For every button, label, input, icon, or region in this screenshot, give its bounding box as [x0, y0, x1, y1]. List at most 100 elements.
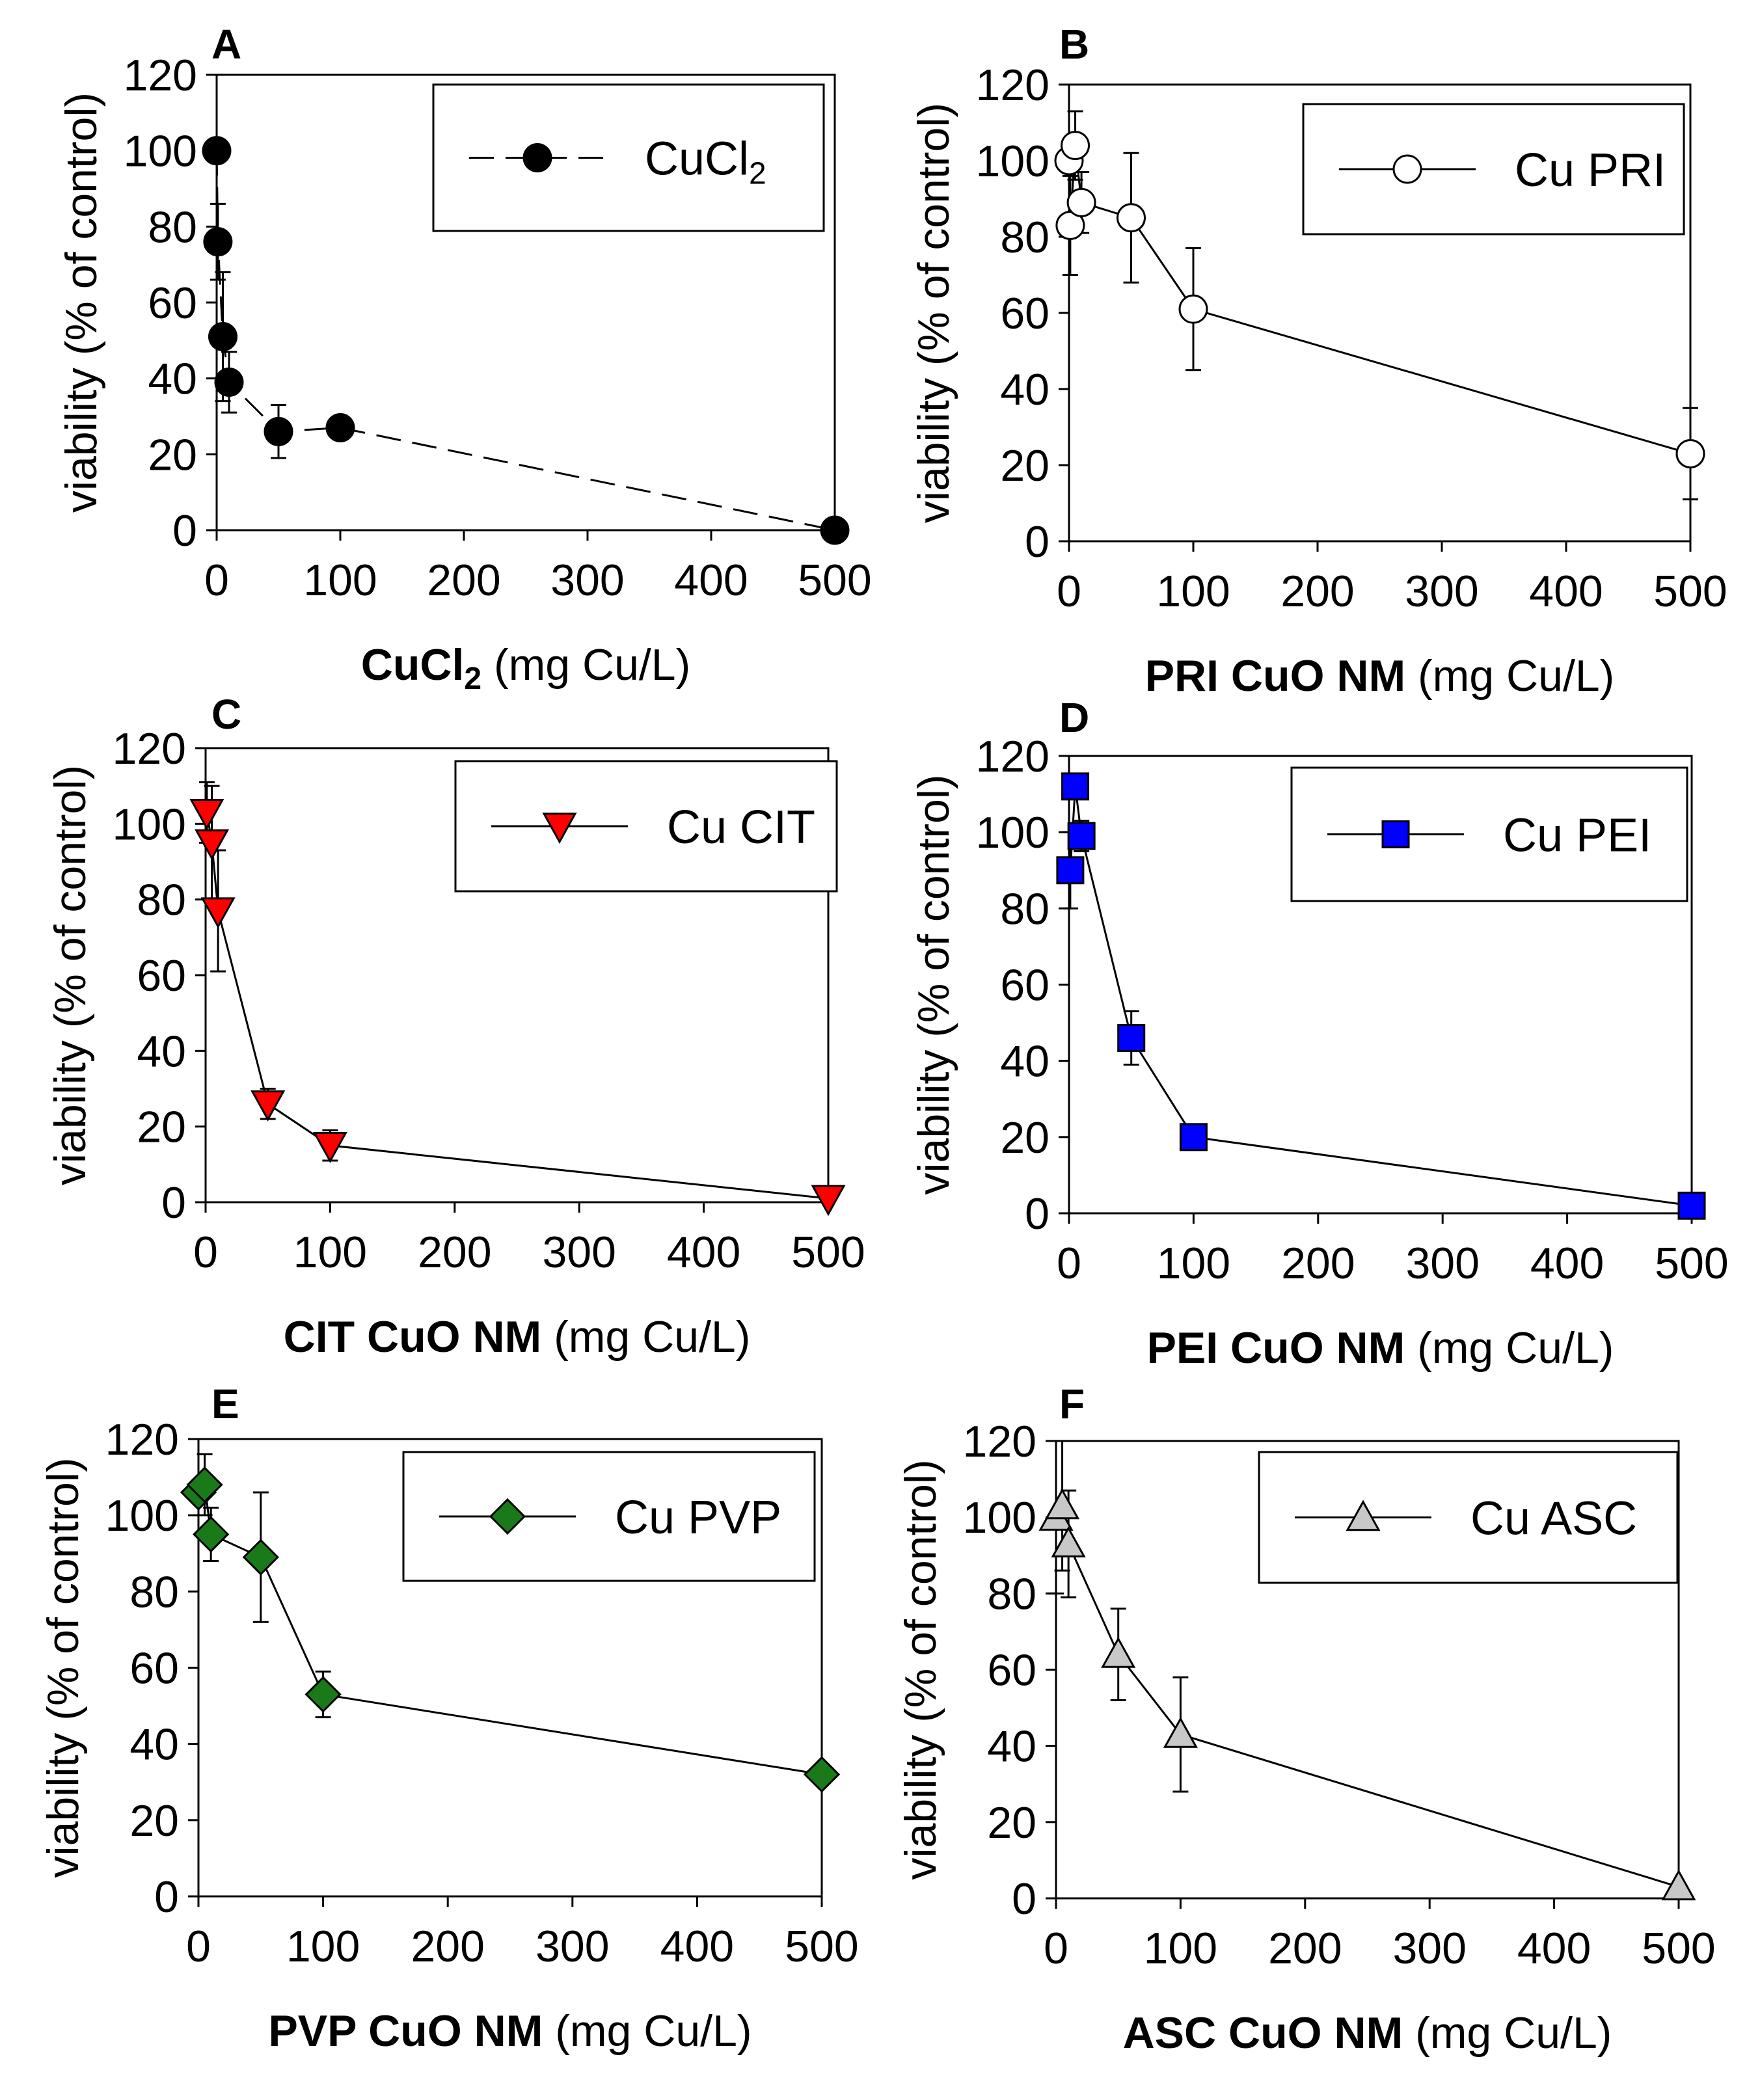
x-axis-label-sub: 2 [464, 662, 481, 696]
x-tick-label: 200 [1281, 1239, 1355, 1288]
data-point [325, 413, 355, 442]
x-tick-label: 300 [542, 1228, 616, 1277]
y-axis-label: viability (% of control) [38, 1457, 88, 1878]
y-tick-label: 60 [148, 278, 197, 328]
data-point [1056, 856, 1085, 885]
data-point [1117, 1024, 1146, 1053]
x-tick-label: 400 [1530, 1239, 1604, 1288]
panel-label: B [1059, 21, 1089, 68]
x-tick-label: 100 [286, 1922, 360, 1971]
data-point [811, 1185, 846, 1217]
legend-text: Cu CIT [667, 801, 815, 854]
y-tick-label: 0 [1025, 1189, 1050, 1239]
x-tick-label: 300 [550, 556, 624, 605]
data-point [251, 1090, 286, 1122]
y-axis-label: viability (% of control) [909, 103, 958, 523]
x-axis-label-bold: PRI CuO NM [1145, 651, 1405, 701]
panel-label: C [211, 691, 241, 738]
legend-box [432, 83, 825, 232]
legend-label: Cu PRI [1515, 144, 1666, 196]
data-point [820, 515, 850, 545]
y-tick-label: 80 [148, 202, 197, 252]
y-tick-label: 20 [129, 1796, 179, 1846]
data-point [1067, 822, 1096, 850]
x-tick-label: 500 [1642, 1924, 1715, 1973]
legend-label: Cu CIT [667, 801, 815, 854]
x-axis-label-units: (mg Cu/L) [1405, 1323, 1614, 1373]
legend-marker [542, 813, 577, 844]
legend-marker [489, 1498, 526, 1535]
y-axis-label: viability (% of control) [896, 1459, 945, 1879]
x-axis-label-units: (mg Cu/L) [541, 1312, 750, 1362]
y-tick-label: 120 [963, 1417, 1036, 1466]
y-tick-label: 120 [976, 61, 1050, 110]
x-tick-label: 500 [1653, 567, 1727, 616]
x-tick-label: 500 [798, 556, 871, 605]
x-tick-label: 0 [1057, 1239, 1081, 1288]
y-tick-label: 60 [1000, 961, 1050, 1010]
y-tick-label: 20 [987, 1798, 1036, 1848]
data-point [193, 1516, 230, 1553]
y-tick-label: 100 [113, 800, 186, 849]
data-point [264, 416, 293, 446]
chart-panel-a: A 0 20 40 60 80 100 120 0 100 200 300 400 500 viabilit… [57, 21, 872, 696]
x-axis-label: PEI CuO NM (mg Cu/L) [1147, 1323, 1614, 1373]
data-point [1163, 1717, 1198, 1748]
x-axis-label-units: (mg Cu/L) [1403, 2008, 1612, 2058]
data-point [195, 829, 230, 861]
x-tick-label: 100 [303, 556, 377, 605]
y-tick-label: 40 [1000, 365, 1050, 414]
x-tick-label: 500 [791, 1228, 865, 1277]
x-tick-label: 200 [1268, 1924, 1342, 1973]
y-tick-label: 60 [1000, 289, 1050, 338]
data-point [1061, 131, 1090, 161]
data-point [202, 136, 232, 166]
x-axis-label-bold: PEI CuO NM [1147, 1323, 1405, 1373]
data-point [242, 1539, 279, 1576]
data-point [1066, 187, 1096, 217]
legend-text: Cu PEI [1503, 810, 1651, 862]
data-point [1178, 294, 1208, 324]
x-axis-label-units: (mg Cu/L) [543, 2006, 752, 2056]
y-axis-label: viability (% of control) [909, 774, 958, 1194]
x-tick-label: 0 [204, 556, 229, 605]
y-tick-label: 80 [129, 1567, 179, 1617]
x-tick-label: 200 [418, 1228, 491, 1277]
x-tick-label: 400 [660, 1922, 734, 1971]
x-tick-label: 0 [193, 1228, 218, 1277]
data-point [1051, 1526, 1086, 1557]
x-tick-label: 100 [1156, 567, 1230, 616]
x-axis-label-units: (mg Cu/L) [481, 640, 690, 690]
data-point [1101, 1636, 1136, 1668]
legend-text: Cu PRI [1515, 144, 1666, 196]
x-axis-label: ASC CuO NM (mg Cu/L) [1123, 2008, 1612, 2058]
data-point [312, 1132, 347, 1163]
data-point [1675, 438, 1705, 468]
x-tick-label: 300 [1405, 1239, 1479, 1288]
x-axis-label: PVP CuO NM (mg Cu/L) [268, 2006, 752, 2056]
y-tick-label: 120 [105, 1415, 179, 1464]
chart-panel-d: D 0 20 40 60 80 100 120 0 100 200 300 400 500 viabilit… [909, 694, 1729, 1373]
legend-marker [1381, 820, 1410, 848]
y-tick-label: 80 [987, 1569, 1036, 1619]
data-point [1661, 1869, 1696, 1901]
chart-panel-b: B 0 20 40 60 80 100 120 0 100 200 300 400 500 viabilit… [909, 21, 1727, 701]
data-point [214, 368, 244, 397]
y-tick-label: 120 [124, 51, 197, 100]
data-point [1061, 772, 1090, 801]
y-tick-label: 60 [129, 1644, 179, 1693]
panel-label: A [211, 21, 241, 68]
x-tick-label: 400 [1517, 1924, 1591, 1973]
y-tick-label: 100 [105, 1491, 179, 1541]
x-tick-label: 400 [674, 556, 748, 605]
x-tick-label: 300 [535, 1922, 609, 1971]
x-axis-label-bold: CIT CuO NM [284, 1312, 542, 1362]
y-tick-label: 60 [137, 951, 186, 1001]
x-tick-label: 0 [186, 1922, 211, 1971]
y-tick-label: 0 [1012, 1874, 1036, 1924]
x-tick-label: 300 [1392, 1924, 1466, 1973]
x-tick-label: 400 [1529, 567, 1603, 616]
x-tick-label: 200 [1280, 567, 1354, 616]
x-tick-label: 200 [427, 556, 500, 605]
data-point [305, 1676, 342, 1713]
